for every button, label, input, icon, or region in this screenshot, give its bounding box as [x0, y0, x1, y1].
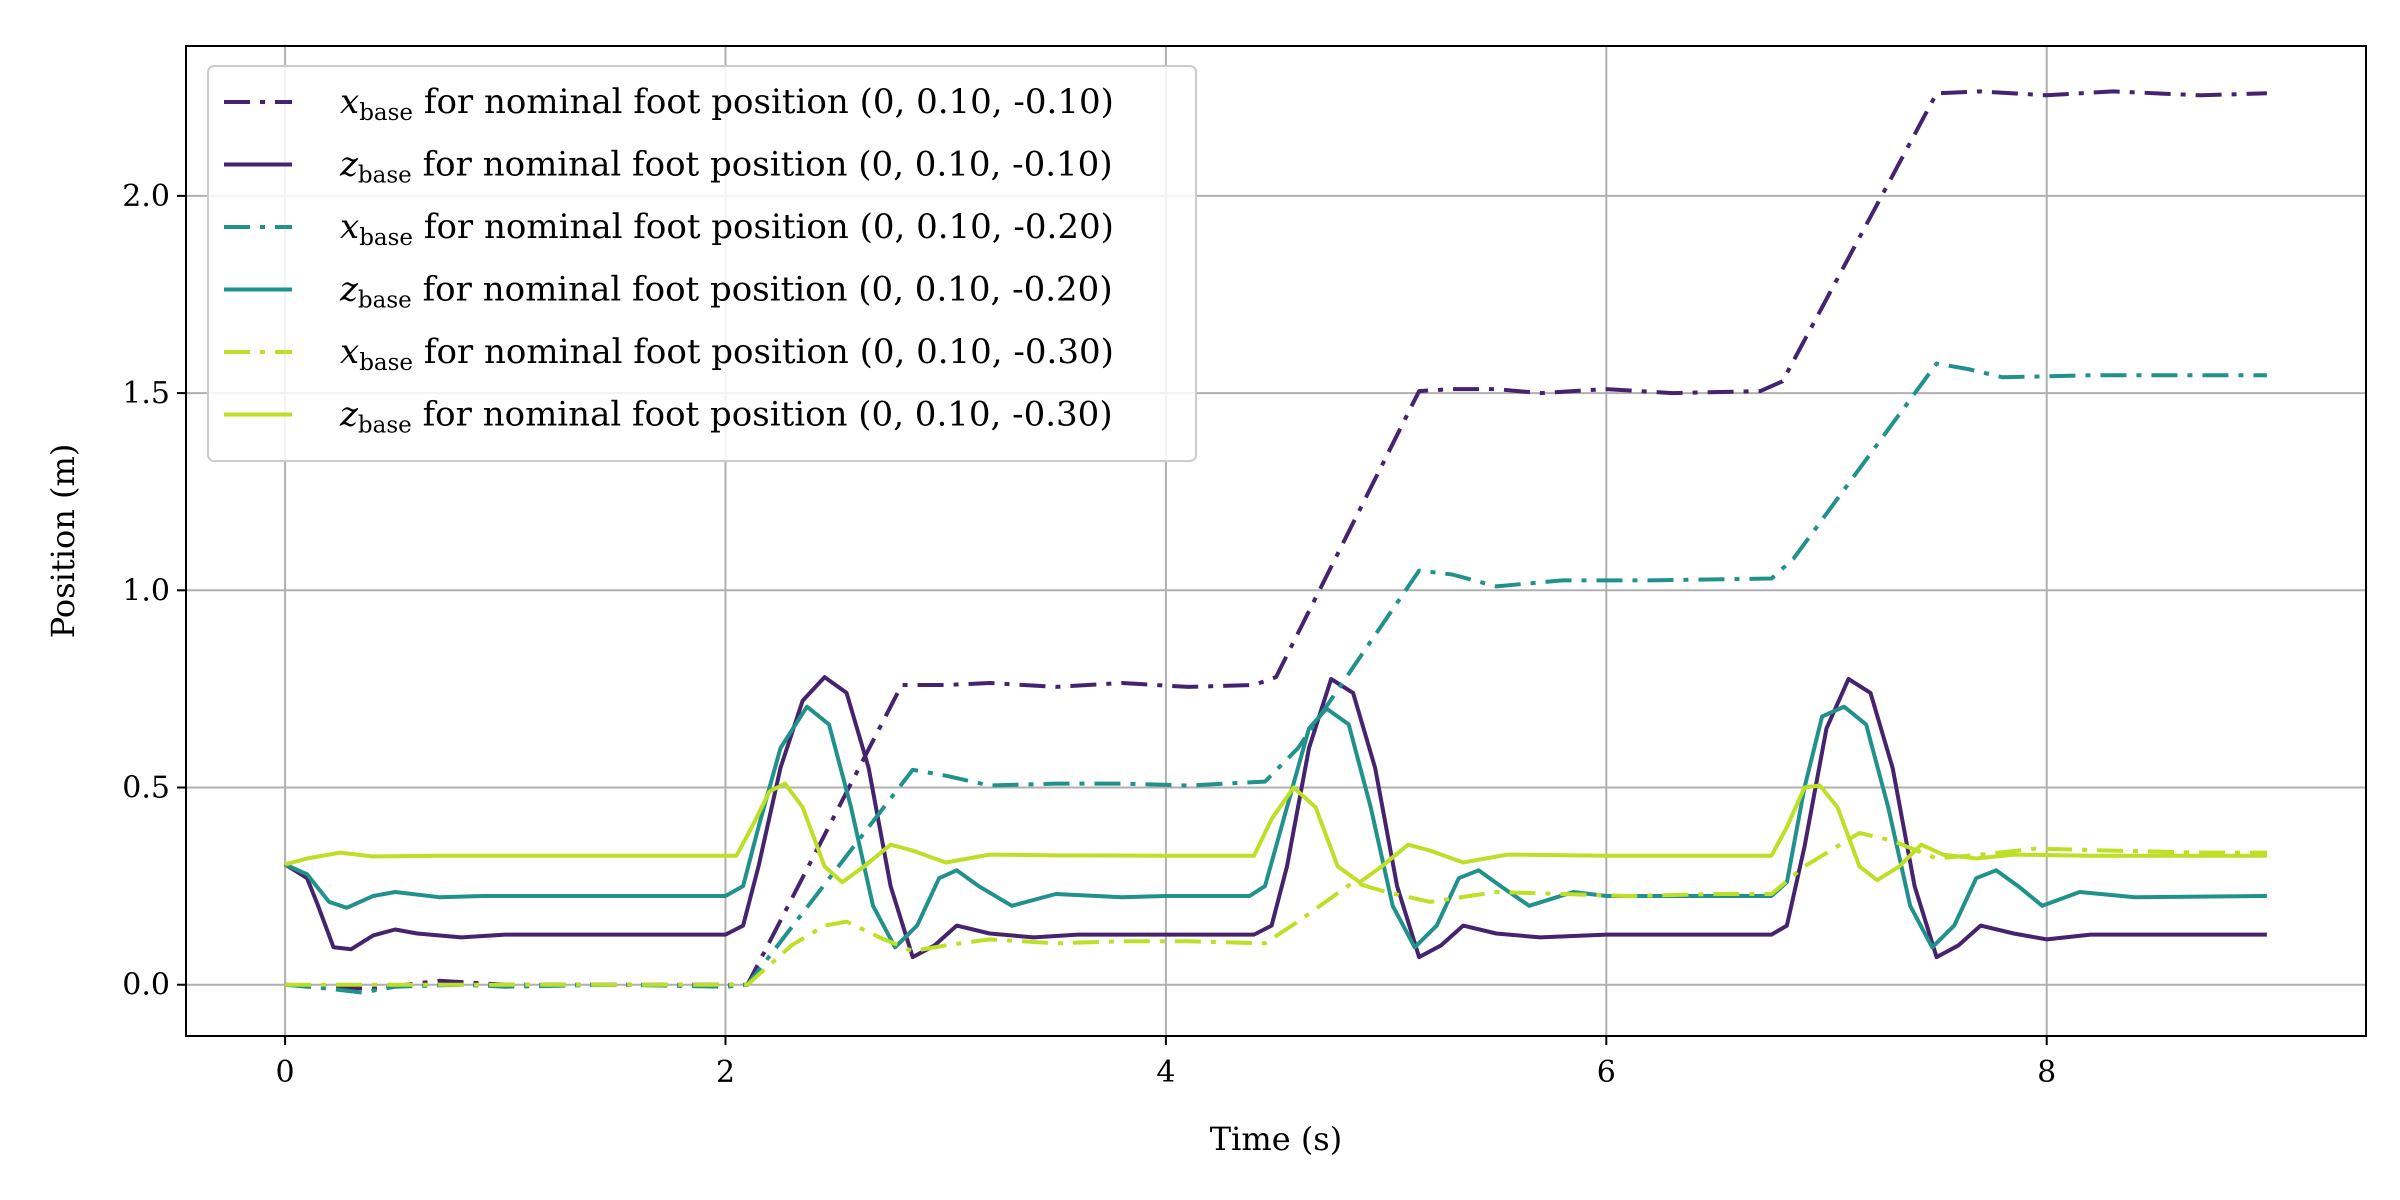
series-lines — [284, 89, 2267, 995]
legend-entry: xbase for nominal foot position (0, 0.10… — [340, 82, 1114, 126]
y-tick-label: 1.5 — [122, 376, 170, 411]
x-tick-label: 2 — [716, 1055, 735, 1090]
legend-subscript: base — [358, 163, 412, 189]
y-tick-label: 2.0 — [122, 179, 170, 214]
y-tick-label: 0.5 — [122, 771, 170, 806]
legend-description: for nominal foot position (0, 0.10, -0.3… — [412, 395, 1113, 435]
legend-subscript: base — [359, 225, 413, 251]
series-line-5 — [285, 830, 2267, 987]
x-axis-ticks: 0 2 4 6 8 — [276, 1036, 2056, 1090]
legend-entry: zbase for nominal foot position (0, 0.10… — [339, 145, 1113, 189]
legend-entry: xbase for nominal foot position (0, 0.10… — [340, 332, 1114, 376]
legend-description: for nominal foot position (0, 0.10, -0.3… — [413, 332, 1114, 372]
series-line-4 — [284, 704, 2267, 950]
legend-subscript: base — [359, 100, 413, 126]
legend: xbase for nominal foot position (0, 0.10… — [207, 65, 1197, 462]
x-tick-label: 0 — [276, 1055, 295, 1090]
x-axis-label: Time (s) — [1210, 1120, 1342, 1158]
legend-variable: x — [340, 207, 359, 247]
series-line-1 — [285, 89, 2267, 991]
y-axis-label: Position (m) — [44, 444, 82, 639]
legend-entry: zbase for nominal foot position (0, 0.10… — [339, 395, 1113, 439]
y-axis-ticks: 0.0 0.5 1.0 1.5 2.0 — [122, 179, 186, 1003]
legend-variable: z — [339, 395, 359, 435]
plot-frame — [185, 45, 2367, 1037]
legend-variable: x — [340, 82, 359, 122]
legend-box — [207, 65, 1197, 462]
series-line-2 — [284, 675, 2267, 960]
legend-description: for nominal foot position (0, 0.10, -0.2… — [413, 207, 1114, 247]
legend-description: for nominal foot position (0, 0.10, -0.1… — [413, 82, 1114, 122]
legend-variable: z — [339, 145, 359, 185]
legend-entry: zbase for nominal foot position (0, 0.10… — [339, 270, 1113, 314]
x-tick-label: 8 — [2037, 1055, 2056, 1090]
legend-subscript: base — [358, 288, 412, 314]
x-tick-label: 4 — [1156, 1055, 1175, 1090]
series-line-6 — [284, 781, 2267, 885]
legend-variable: z — [339, 270, 359, 310]
legend-subscript: base — [358, 413, 412, 439]
legend-description: for nominal foot position (0, 0.10, -0.1… — [412, 145, 1113, 185]
legend-variable: x — [340, 332, 359, 372]
legend-subscript: base — [359, 350, 413, 376]
legend-entry: xbase for nominal foot position (0, 0.10… — [340, 207, 1114, 251]
y-tick-label: 0.0 — [122, 968, 170, 1003]
y-tick-label: 1.0 — [122, 573, 170, 608]
legend-description: for nominal foot position (0, 0.10, -0.2… — [412, 270, 1113, 310]
x-tick-label: 6 — [1597, 1055, 1616, 1090]
